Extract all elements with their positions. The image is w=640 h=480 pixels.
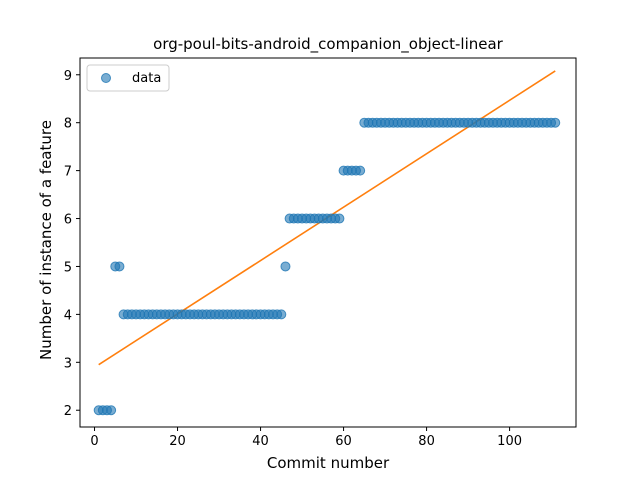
x-tick-label: 20 — [169, 434, 186, 449]
data-point — [114, 261, 125, 272]
y-tick-label: 4 — [64, 308, 72, 323]
data-point — [550, 117, 561, 128]
legend: data — [86, 64, 170, 92]
x-tick-label: 80 — [418, 434, 435, 449]
chart-title: org-poul-bits-android_companion_object-l… — [153, 35, 504, 54]
y-tick-label: 2 — [64, 404, 72, 419]
data-point — [334, 213, 345, 224]
x-tick-label: 0 — [90, 434, 98, 449]
data-point — [355, 165, 366, 176]
legend-label: data — [132, 71, 161, 86]
axes: 0 20 40 60 80 100 2 3 4 5 6 7 8 9 — [64, 57, 577, 449]
y-tick-label: 7 — [64, 165, 72, 180]
data-point — [276, 309, 287, 320]
plot-frame — [79, 57, 577, 428]
legend-marker — [101, 73, 111, 83]
x-tick-label: 40 — [252, 434, 269, 449]
x-axis-label: Commit number — [267, 454, 390, 472]
y-tick-label: 5 — [64, 260, 72, 275]
x-tick-label: 100 — [497, 434, 522, 449]
data-points-layer — [93, 117, 561, 416]
legend-box — [86, 64, 170, 92]
y-tick-label: 6 — [64, 213, 72, 228]
data-point — [280, 261, 291, 272]
y-tick-label: 9 — [64, 69, 72, 84]
y-tick-label: 8 — [64, 117, 72, 132]
y-axis-label: Number of instance of a feature — [37, 120, 55, 360]
y-tick-label: 3 — [64, 356, 72, 371]
data-point — [106, 405, 117, 416]
x-tick-label: 60 — [335, 434, 352, 449]
